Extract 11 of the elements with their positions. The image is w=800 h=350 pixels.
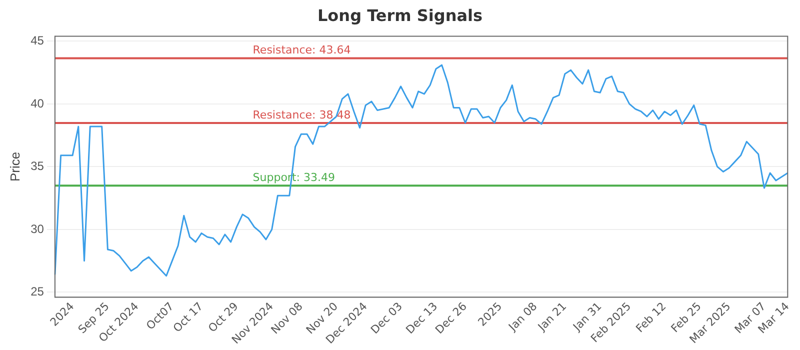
y-tick-label: 35 xyxy=(30,159,44,174)
y-tick-label: 45 xyxy=(30,34,44,48)
y-tick-label: 25 xyxy=(30,284,44,299)
y-axis-title: Price xyxy=(7,152,22,182)
y-tick-label: 30 xyxy=(30,222,44,236)
ref-line-label: Resistance: 43.64 xyxy=(252,44,351,57)
chart-title: Long Term Signals xyxy=(316,6,484,25)
x-tick-label: Oct 17 xyxy=(170,300,206,335)
x-tick-label: Feb 12 xyxy=(633,300,669,336)
x-tick-label: Dec 03 xyxy=(368,300,405,336)
y-tick-label: 40 xyxy=(30,96,44,110)
